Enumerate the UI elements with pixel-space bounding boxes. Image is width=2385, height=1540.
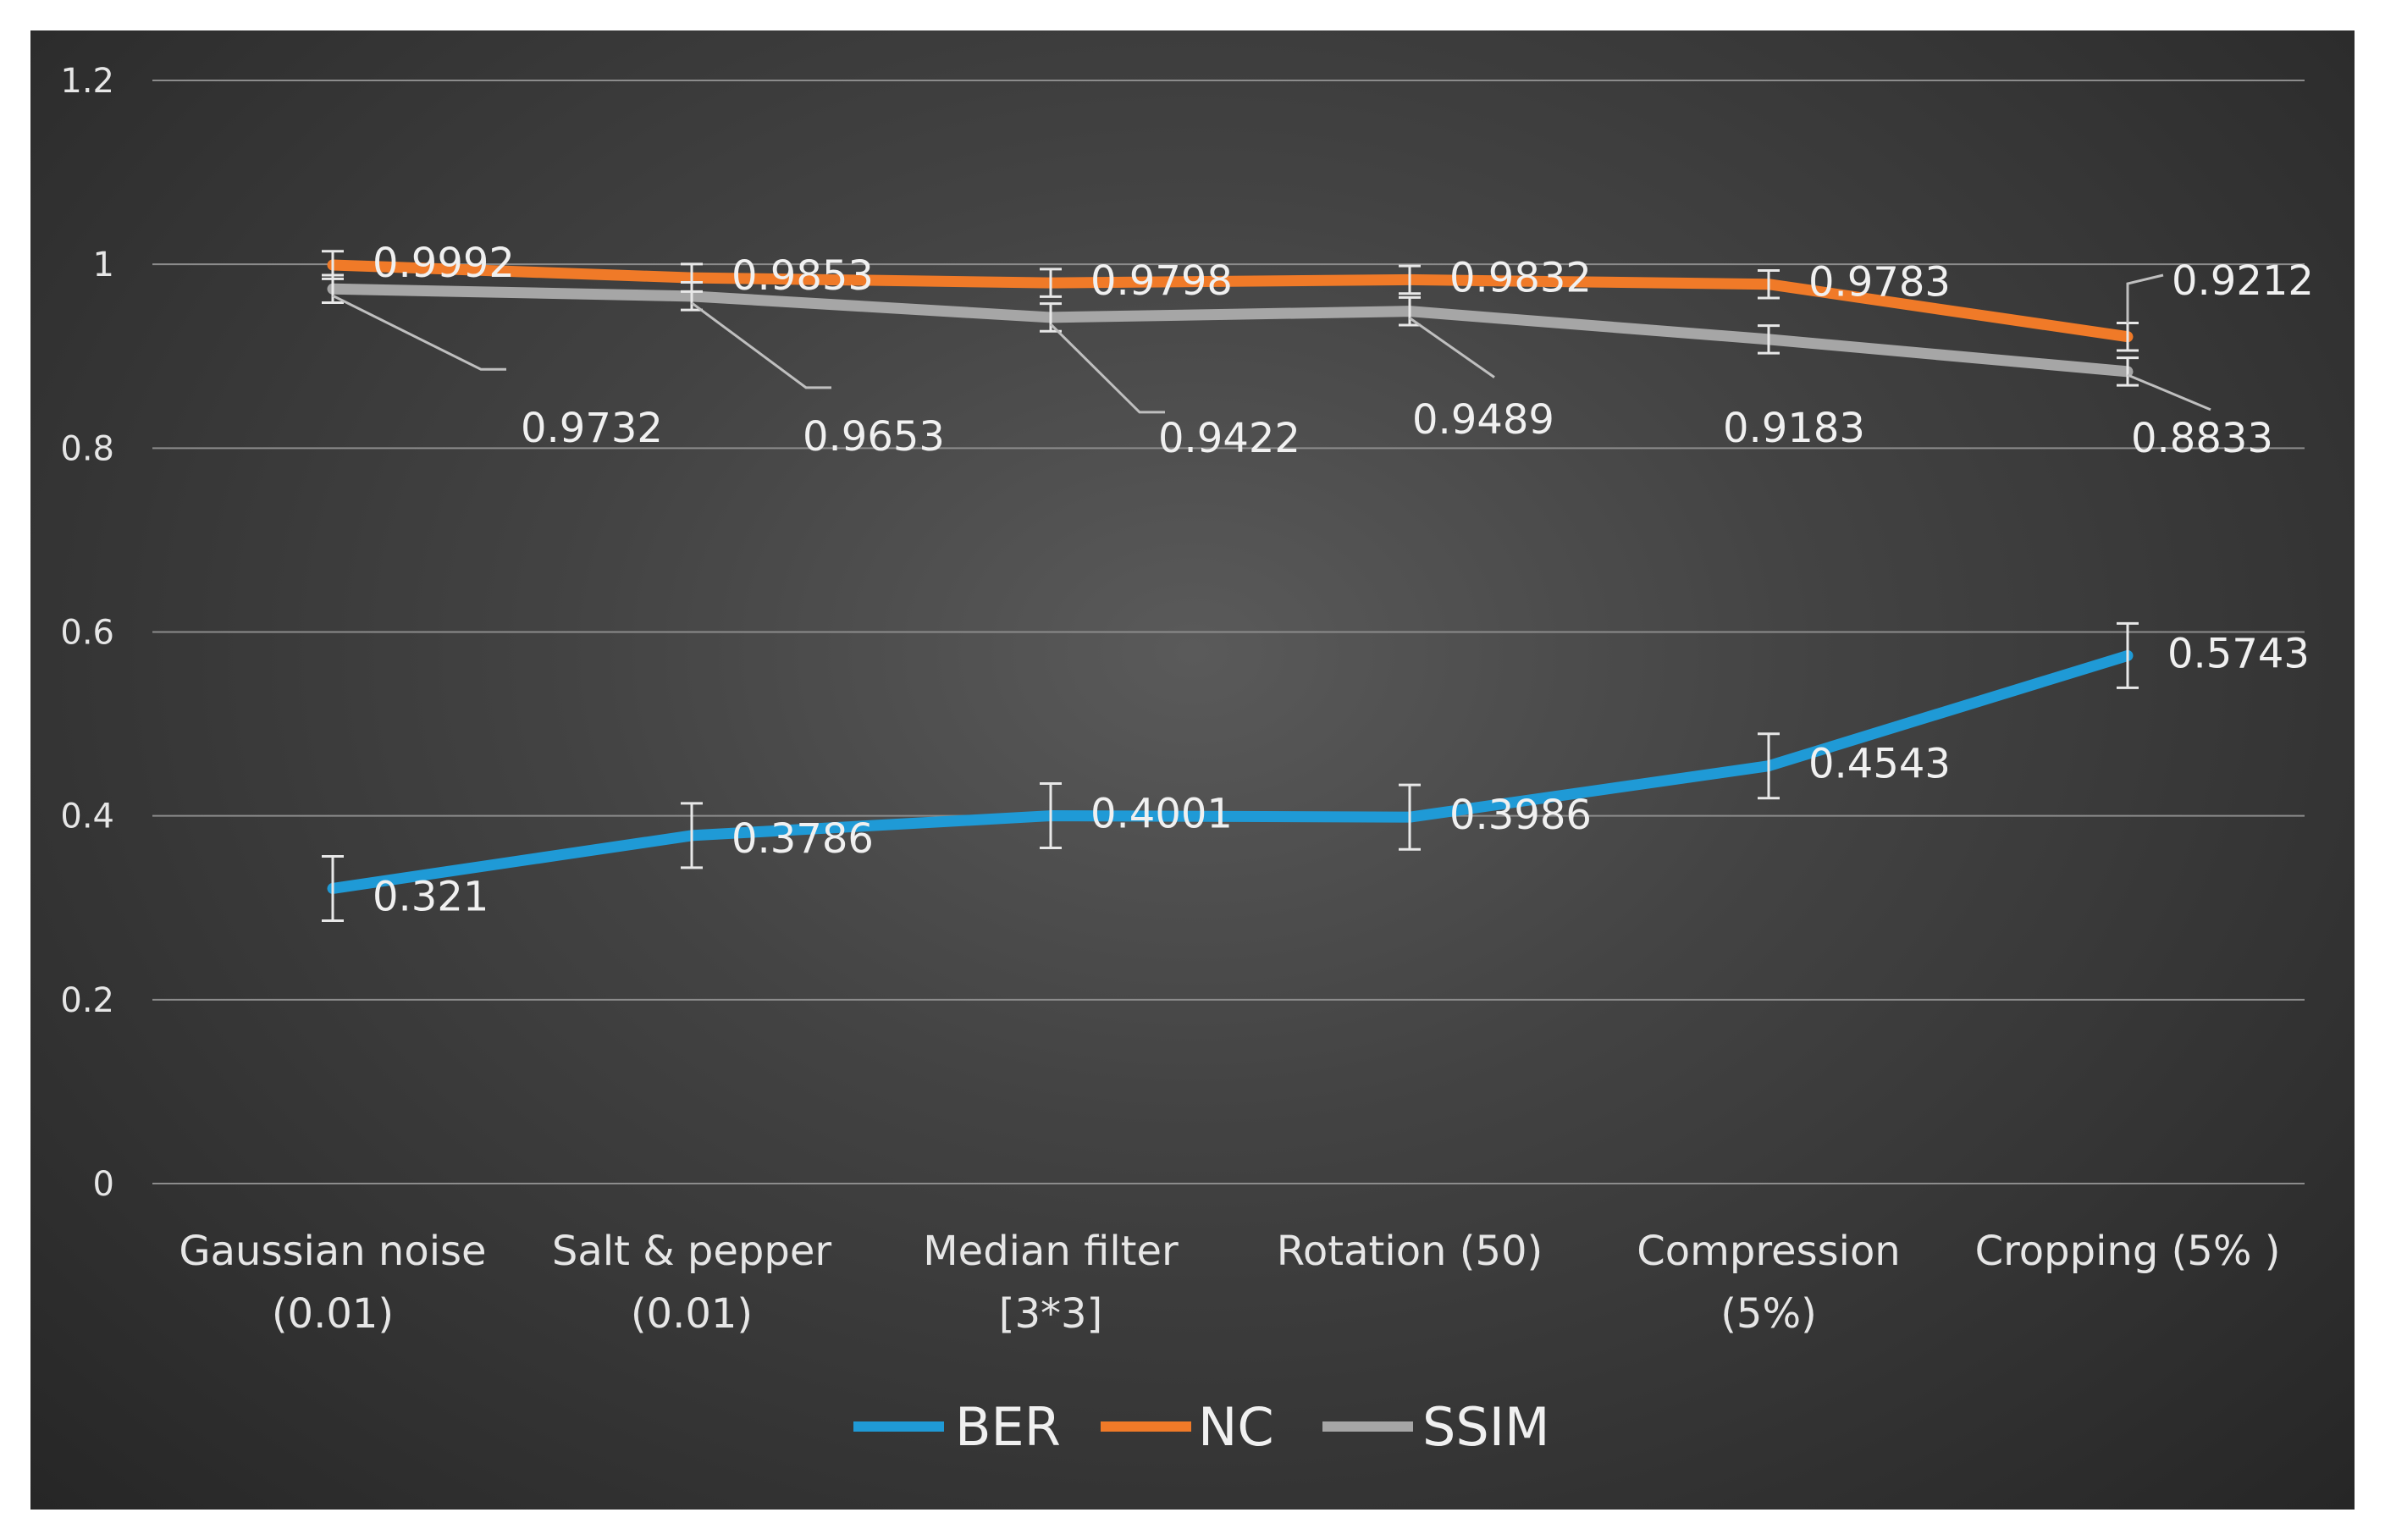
series-line-ber <box>327 649 2134 894</box>
data-label-ber: 0.4001 <box>1090 791 1233 838</box>
data-label-nc: 0.9783 <box>1808 259 1951 306</box>
x-category-label: Gaussian noise <box>179 1228 486 1275</box>
data-label-ssim: 0.9653 <box>803 413 945 461</box>
data-label-ssim: 0.9732 <box>521 405 663 452</box>
y-tick-label: 0.8 <box>60 429 114 468</box>
series-lines <box>327 259 2134 894</box>
x-category-label: (5%) <box>1720 1290 1817 1338</box>
leader-line-ssim <box>332 294 506 371</box>
data-label-ssim: 0.9422 <box>1158 415 1300 462</box>
data-label-ber: 0.321 <box>373 873 489 920</box>
y-tick-label: 0.6 <box>60 614 114 653</box>
data-label-ssim: 0.9183 <box>1723 405 1865 452</box>
y-tick-label: 1 <box>93 246 114 284</box>
y-axis-ticks: 0 0.2 0.4 0.6 0.8 1 1.2 <box>60 62 114 1204</box>
legend-label-ssim: SSIM <box>1422 1396 1550 1458</box>
data-label-ber: 0.5743 <box>2167 630 2310 677</box>
data-label-ber: 0.3986 <box>1449 792 1592 839</box>
data-label-ssim: 0.9489 <box>1412 396 1554 444</box>
leader-line-ssim <box>2127 373 2211 411</box>
x-category-label: Compression <box>1637 1228 1900 1275</box>
x-category-label: [3*3] <box>999 1290 1103 1338</box>
label-leaders <box>332 273 2211 414</box>
x-axis-categories: Gaussian noise (0.01) Salt & pepper (0.01) M… <box>179 1228 2280 1338</box>
series-line-nc <box>327 259 2134 343</box>
data-label-nc: 0.9212 <box>2172 257 2314 305</box>
leader-line-nc <box>2126 273 2164 323</box>
x-category-label: (0.01) <box>272 1290 394 1338</box>
data-label-nc: 0.9798 <box>1090 257 1233 305</box>
y-tick-label: 0.2 <box>60 981 114 1020</box>
legend-label-ber: BER <box>955 1396 1061 1458</box>
legend-label-nc: NC <box>1198 1396 1274 1458</box>
series-line-ssim <box>327 283 2134 378</box>
y-tick-label: 1.2 <box>60 62 114 101</box>
data-label-ssim: 0.8833 <box>2131 415 2273 462</box>
y-tick-label: 0 <box>93 1165 114 1204</box>
y-tick-label: 0.4 <box>60 798 114 836</box>
leader-line-ssim <box>691 301 831 389</box>
legend: BER NC SSIM <box>853 1396 1550 1458</box>
data-label-ber: 0.3786 <box>732 815 874 863</box>
leader-line-ssim <box>1049 323 1165 414</box>
x-category-label: Cropping (5% ) <box>1975 1228 2281 1275</box>
data-labels: 0.321 0.3786 0.4001 0.3986 0.4543 0.5743 0.999… <box>373 240 2314 920</box>
x-category-label: Median filter <box>923 1228 1179 1275</box>
data-label-ber: 0.4543 <box>1808 741 1951 788</box>
error-bars <box>322 250 2139 922</box>
x-category-label: (0.01) <box>631 1290 753 1338</box>
x-category-label: Rotation (50) <box>1277 1228 1543 1275</box>
data-label-nc: 0.9832 <box>1449 254 1592 301</box>
data-label-nc: 0.9853 <box>732 252 874 300</box>
data-label-nc: 0.9992 <box>373 240 515 287</box>
leader-line-ssim <box>1409 317 1495 378</box>
x-category-label: Salt & pepper <box>552 1228 831 1275</box>
